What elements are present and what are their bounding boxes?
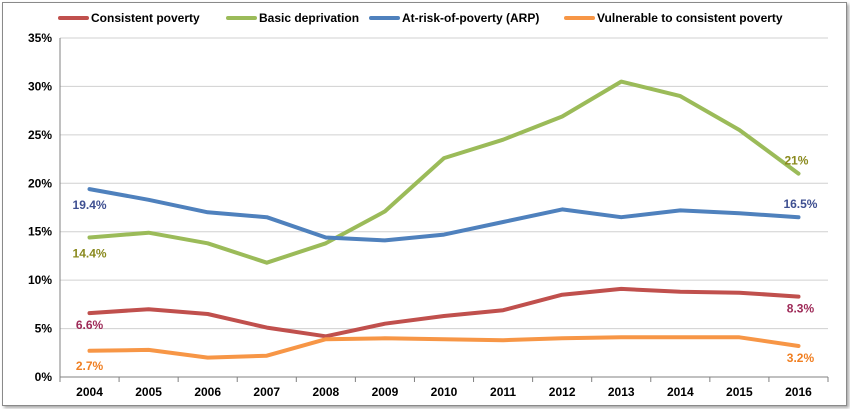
x-tick-label: 2007	[253, 385, 280, 399]
y-tick-label: 10%	[28, 273, 52, 287]
x-tick-label: 2013	[608, 385, 635, 399]
x-tick-label: 2014	[667, 385, 694, 399]
y-tick-label: 20%	[28, 176, 52, 190]
series-line-0	[87, 286, 801, 339]
legend-label: Basic deprivation	[259, 11, 359, 25]
x-tick-label: 2016	[785, 385, 812, 399]
data-label: 2.7%	[76, 359, 104, 373]
data-label: 6.6%	[76, 318, 104, 332]
y-tick-label: 25%	[28, 128, 52, 142]
data-label: 16.5%	[783, 197, 817, 211]
data-label: 3.2%	[787, 351, 815, 365]
legend-label: Vulnerable to consistent poverty	[597, 11, 783, 25]
data-label: 14.4%	[73, 247, 107, 261]
x-tick-label: 2006	[194, 385, 221, 399]
x-tick-label: 2004	[76, 385, 103, 399]
legend-label: Consistent poverty	[91, 11, 200, 25]
series-line-1	[87, 79, 801, 265]
x-tick-label: 2010	[431, 385, 458, 399]
series-line-3	[87, 335, 801, 360]
data-label: 8.3%	[787, 302, 815, 316]
series-line-2	[87, 187, 801, 243]
data-label: 21%	[784, 154, 808, 168]
y-tick-label: 5%	[35, 322, 53, 336]
y-tick-label: 15%	[28, 225, 52, 239]
legend-label: At-risk-of-poverty (ARP)	[402, 11, 539, 25]
data-label: 19.4%	[73, 198, 107, 212]
x-tick-label: 2005	[135, 385, 162, 399]
x-tick-label: 2012	[549, 385, 576, 399]
x-tick-label: 2015	[726, 385, 753, 399]
y-tick-label: 0%	[35, 370, 53, 384]
y-tick-label: 35%	[28, 31, 52, 45]
x-tick-label: 2009	[372, 385, 399, 399]
x-tick-label: 2011	[490, 385, 516, 399]
y-tick-label: 30%	[28, 79, 52, 93]
x-tick-label: 2008	[312, 385, 339, 399]
